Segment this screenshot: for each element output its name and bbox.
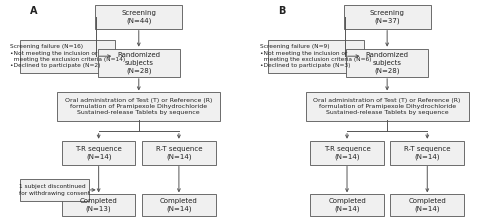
Text: Completed
(N=14): Completed (N=14) [328,198,366,212]
FancyBboxPatch shape [58,92,220,121]
FancyBboxPatch shape [142,194,216,216]
Text: Completed
(N=14): Completed (N=14) [160,198,198,212]
Text: B: B [278,6,285,16]
Text: A: A [30,6,37,16]
Text: Screening failure (N=16)
•Not meeting the inclusion or
  meeting the exclusion c: Screening failure (N=16) •Not meeting th… [10,44,125,68]
FancyBboxPatch shape [268,40,364,73]
FancyBboxPatch shape [62,194,136,216]
Text: T-R sequence
(N=14): T-R sequence (N=14) [324,146,370,160]
FancyBboxPatch shape [98,49,180,77]
Text: Completed
(N=14): Completed (N=14) [408,198,446,212]
Text: Screening failure (N=9)
•Not meeting the inclusion or
  meeting the exclusion cr: Screening failure (N=9) •Not meeting the… [260,44,372,68]
FancyBboxPatch shape [62,141,136,165]
Text: Randomized
subjects
(N=28): Randomized subjects (N=28) [118,52,160,73]
FancyBboxPatch shape [310,141,384,165]
Text: Screening
(N=37): Screening (N=37) [370,10,404,24]
Text: Oral administration of Test (T) or Reference (R)
formulation of Pramipexole Dihy: Oral administration of Test (T) or Refer… [65,98,212,115]
Text: Screening
(N=44): Screening (N=44) [122,10,156,24]
FancyBboxPatch shape [306,92,468,121]
Text: R-T sequence
(N=14): R-T sequence (N=14) [404,146,450,160]
FancyBboxPatch shape [142,141,216,165]
FancyBboxPatch shape [20,179,88,201]
Text: R-T sequence
(N=14): R-T sequence (N=14) [156,146,202,160]
Text: Oral administration of Test (T) or Reference (R)
formulation of Pramipexole Dihy: Oral administration of Test (T) or Refer… [314,98,461,115]
FancyBboxPatch shape [346,49,428,77]
FancyBboxPatch shape [390,194,464,216]
Text: 1 subject discontinued
for withdrawing consent: 1 subject discontinued for withdrawing c… [18,184,90,196]
Text: Completed
(N=13): Completed (N=13) [80,198,118,212]
FancyBboxPatch shape [390,141,464,165]
Text: T-R sequence
(N=14): T-R sequence (N=14) [76,146,122,160]
FancyBboxPatch shape [20,40,116,73]
FancyBboxPatch shape [344,5,430,29]
Text: Randomized
subjects
(N=28): Randomized subjects (N=28) [366,52,408,73]
FancyBboxPatch shape [96,5,182,29]
FancyBboxPatch shape [310,194,384,216]
